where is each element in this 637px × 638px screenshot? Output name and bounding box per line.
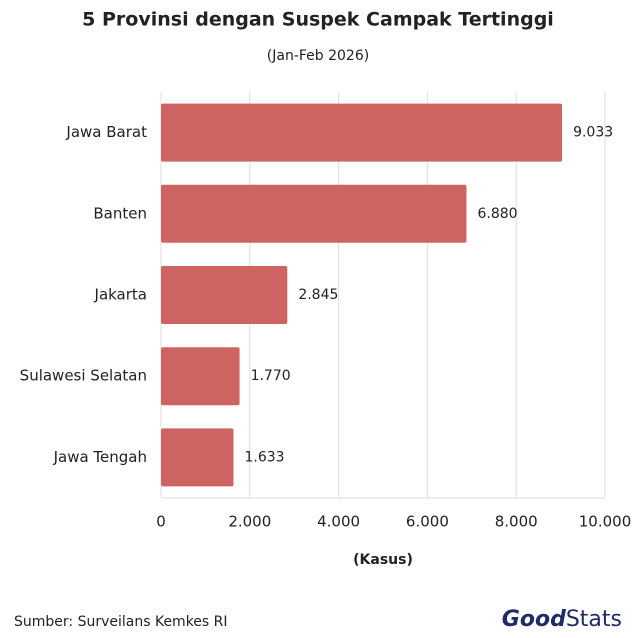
x-tick-label: 2.000 [228,513,271,531]
value-label: 1.633 [245,449,285,465]
logo-good: Good [502,607,566,632]
bar [161,266,288,324]
value-label: 9.033 [573,125,613,141]
chart-subtitle: (Jan-Feb 2026) [267,48,369,64]
bar [161,103,563,162]
value-label: 2.845 [298,287,338,303]
x-tick-label: 4.000 [317,513,360,531]
y-tick-label: Jawa Tengah [53,448,147,466]
x-tick-label: 0 [156,513,166,531]
x-tick-label: 6.000 [406,513,449,531]
x-tick-label: 8.000 [495,513,538,531]
value-label: 6.880 [477,206,517,222]
y-tick-label: Jawa Barat [65,123,147,141]
bar [161,184,467,243]
bar [161,347,240,406]
x-tick-label: 10.000 [579,513,632,531]
chart-title: 5 Provinsi dengan Suspek Campak Tertingg… [82,9,554,31]
y-tick-label: Banten [93,204,147,222]
source: Sumber: Surveilans Kemkes RI [14,614,228,630]
bar [161,428,234,487]
y-tick-label: Sulawesi Selatan [20,367,147,385]
x-axis-label: (Kasus) [353,552,413,568]
logo: GoodStats [502,607,622,632]
value-label: 1.770 [251,368,291,384]
y-tick-label: Jakarta [94,286,147,304]
logo-stats: Stats [566,607,622,632]
